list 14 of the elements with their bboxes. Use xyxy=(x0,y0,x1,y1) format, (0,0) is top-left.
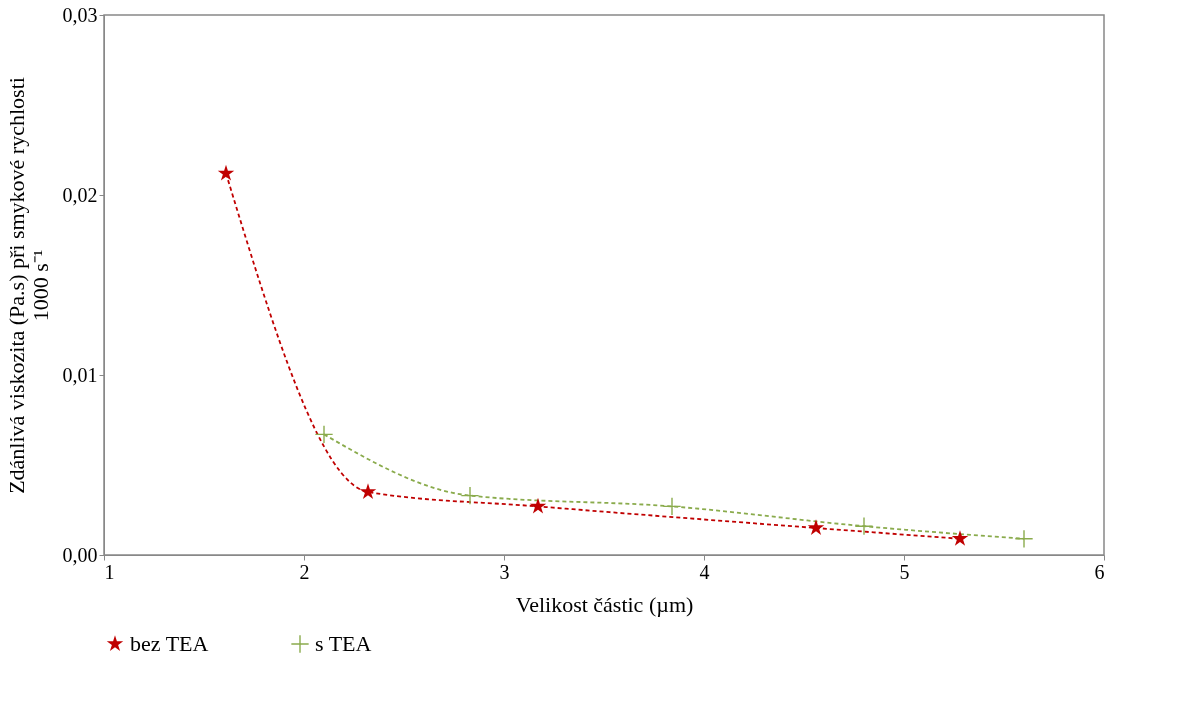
x-tick-label: 2 xyxy=(299,560,310,583)
y-tick-label: 0,02 xyxy=(62,183,98,206)
y-tick-label: 0,00 xyxy=(62,543,98,566)
x-tick-label: 3 xyxy=(499,560,510,583)
x-tick-label: 1 xyxy=(104,560,115,583)
y-axis-title: Zdánlivá viskozita (Pa.s) při smykové rychlosti 1000 s⁻¹ xyxy=(3,77,53,494)
y-tick-label: 0,01 xyxy=(62,363,98,386)
x-tick-label: 4 xyxy=(699,560,710,583)
x-tick-label: 6 xyxy=(1094,560,1105,583)
legend-label: s TEA xyxy=(315,631,372,656)
y-tick-label: 0,03 xyxy=(62,3,98,26)
x-tick-label: 5 xyxy=(899,560,910,583)
legend-label: bez TEA xyxy=(130,631,209,656)
x-axis-title: Velikost částic (µm) xyxy=(515,591,694,617)
